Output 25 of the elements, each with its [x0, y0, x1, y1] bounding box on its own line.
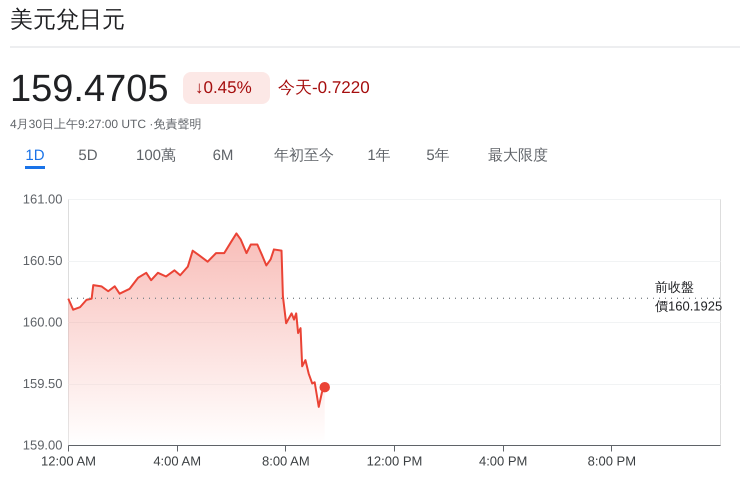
ref-line-label: 前收盤價160.1925	[655, 279, 722, 314]
x-tick-label: 8:00 AM	[262, 454, 310, 468]
text: 4月30日上午9:27:00 UTC ·免責聲明	[10, 117, 202, 131]
text: 159.4705	[10, 68, 168, 110]
text: 1年	[367, 147, 391, 164]
text: 5D	[78, 147, 98, 164]
y-tick-label: 160.00	[22, 314, 62, 330]
text: 今天-0.7220	[278, 78, 370, 97]
text: 最大限度	[488, 147, 548, 164]
y-tick-label: 159.50	[22, 376, 62, 391]
text: ↓0.45%	[195, 78, 252, 97]
x-tick-label: 8:00 PM	[588, 454, 636, 468]
y-tick-label: 159.00	[22, 438, 62, 452]
y-tick-label: 161.00	[22, 192, 62, 206]
text: 1D	[25, 147, 45, 164]
text: 5年	[426, 147, 450, 164]
x-tick-label: 4:00 AM	[153, 454, 202, 468]
x-tick-label: 12:00 AM	[41, 454, 96, 468]
x-tick-label: 12:00 PM	[366, 454, 422, 468]
y-tick-label: 160.50	[22, 253, 62, 268]
text: 年初至今	[274, 147, 334, 164]
x-tick-label: 4:00 PM	[478, 454, 528, 468]
text: 100萬	[136, 147, 176, 164]
chart-title: 美元兌日元	[10, 6, 125, 32]
text: 6M	[212, 147, 234, 164]
